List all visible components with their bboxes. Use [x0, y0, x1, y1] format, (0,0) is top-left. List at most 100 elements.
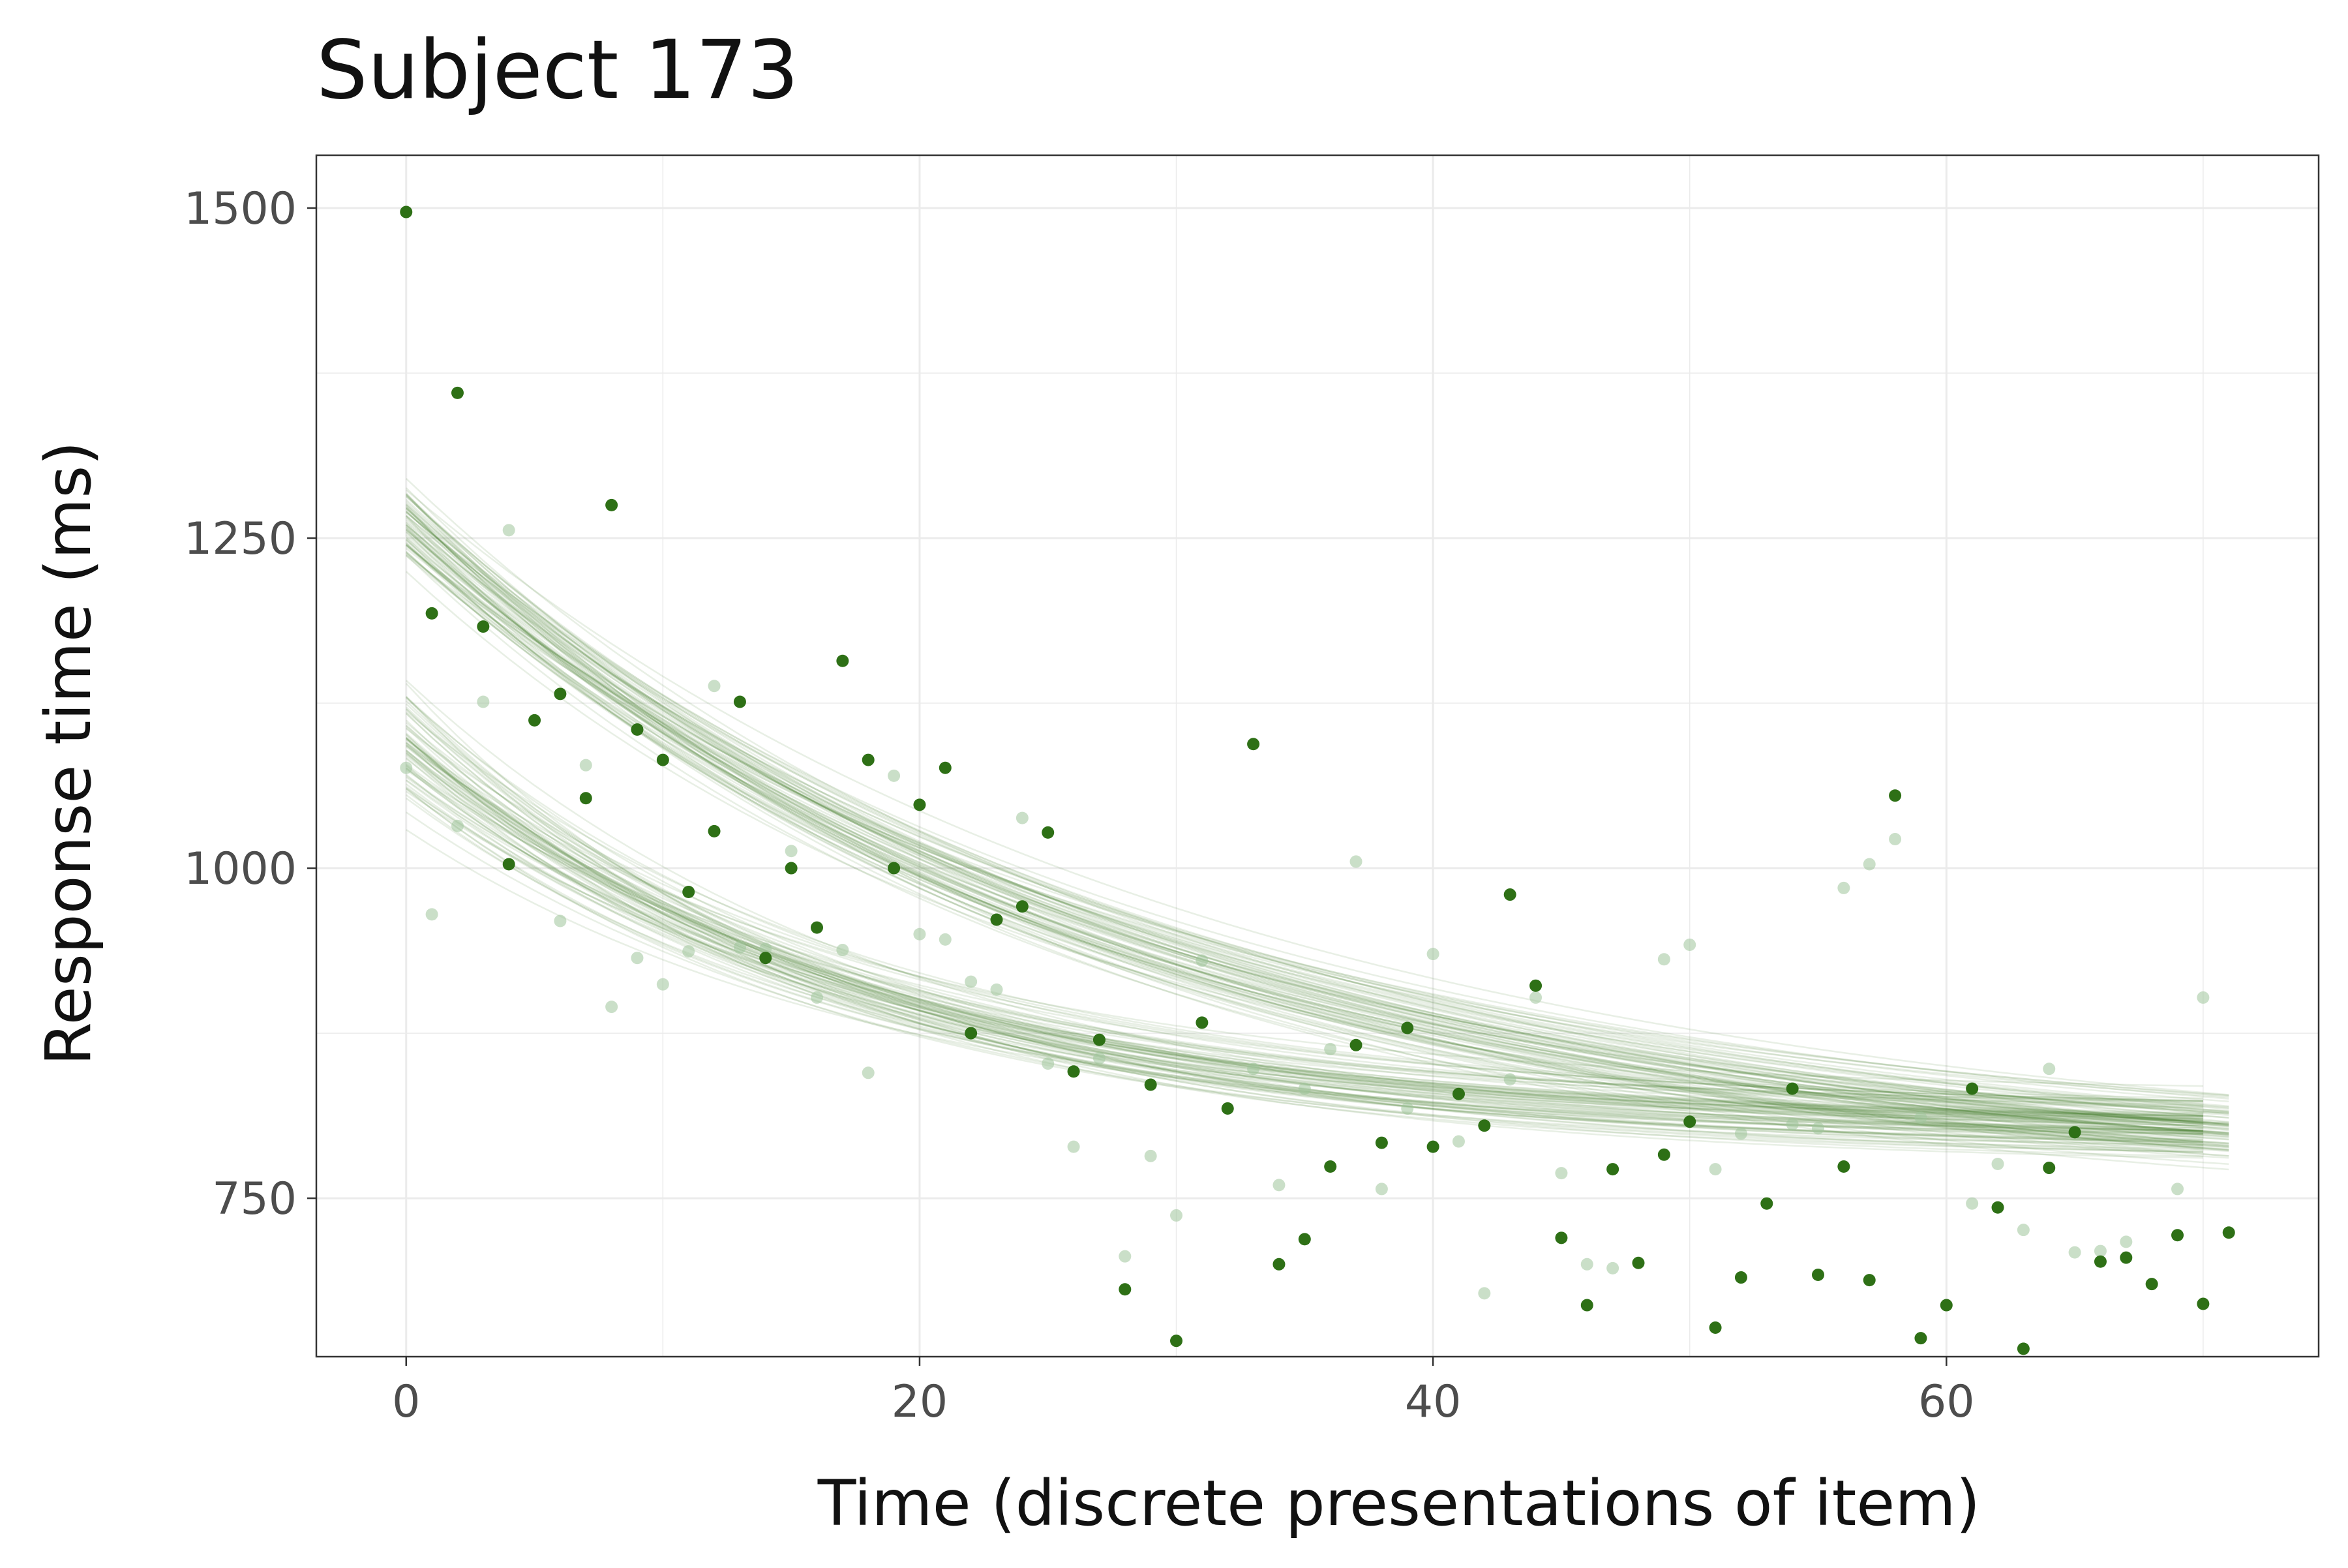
data-point-faded: [965, 975, 978, 988]
data-point: [1221, 1102, 1234, 1115]
data-point: [1092, 1033, 1106, 1046]
data-point: [1375, 1136, 1388, 1149]
data-point: [939, 761, 952, 774]
data-point: [1991, 1201, 2004, 1214]
data-point-faded: [1196, 954, 1209, 967]
fit-curve-upper: [405, 500, 2229, 1127]
fit-curve-lower: [406, 787, 2203, 1146]
data-point: [862, 753, 875, 766]
fit-curve-upper: [405, 511, 2229, 1113]
fit-curve-upper: [405, 542, 2229, 1124]
data-point-faded: [1503, 1073, 1516, 1086]
data-point-faded: [1837, 881, 1850, 894]
data-point: [2171, 1229, 2184, 1242]
data-point: [425, 607, 438, 620]
data-point: [888, 862, 901, 875]
fit-curve-upper: [405, 507, 2229, 1124]
fit-curve-lower: [405, 719, 2203, 1159]
fit-curve-upper: [405, 529, 2229, 1146]
fit-curve-lower: [405, 742, 2203, 1141]
fit-curve-upper: [406, 521, 2229, 1108]
data-point: [1196, 1016, 1209, 1029]
data-point-faded: [2017, 1224, 2030, 1237]
fit-curve-lower: [406, 787, 2203, 1120]
data-point: [965, 1027, 978, 1040]
fit-curve-upper: [405, 530, 2229, 1098]
fit-curve-lower: [406, 738, 2203, 1102]
data-point: [1349, 1038, 1362, 1051]
data-point-faded: [811, 991, 823, 1004]
fit-curve-upper: [405, 528, 2229, 1126]
x-axis-title: Time (discrete presentations of item): [817, 1467, 1981, 1540]
fit-curve-upper: [405, 571, 2229, 1124]
fit-curve-lower: [405, 749, 2203, 1143]
data-point-faded: [1144, 1149, 1157, 1162]
data-point: [1914, 1332, 1927, 1345]
data-point: [1478, 1119, 1491, 1132]
data-point-faded: [913, 927, 926, 941]
data-point-faded: [1349, 855, 1362, 868]
data-point: [733, 695, 746, 708]
data-point: [1324, 1160, 1337, 1173]
fit-curve-upper: [405, 545, 2229, 1132]
data-point: [1016, 900, 1029, 913]
data-point-faded: [1914, 1111, 1927, 1124]
y-tick-label: 750: [212, 1173, 297, 1225]
data-point: [1555, 1231, 1568, 1244]
fit-curve-upper: [406, 554, 2229, 1096]
fit-curve-upper: [405, 544, 2229, 1134]
data-point: [811, 921, 823, 934]
data-point: [1529, 979, 1543, 992]
fit-curve-upper: [406, 545, 2229, 1097]
fit-curve-upper: [405, 511, 2229, 1128]
data-point: [1067, 1065, 1080, 1078]
fit-curve-upper: [406, 544, 2229, 1126]
data-point-faded: [1786, 1118, 1799, 1131]
data-point-faded: [2197, 991, 2210, 1004]
fit-curve-lower: [406, 758, 2203, 1119]
data-point-faded: [579, 759, 592, 772]
data-point: [605, 498, 618, 511]
data-point-faded: [1375, 1183, 1388, 1196]
fit-curve-upper: [405, 493, 2229, 1135]
data-point-faded: [759, 942, 772, 956]
y-axis-title: Response time (ms): [32, 441, 105, 1065]
fit-curve-lower: [405, 738, 2203, 1158]
fit-curve-lower: [406, 750, 2203, 1117]
fit-curve-upper: [405, 543, 2229, 1139]
fit-curve-lower: [406, 744, 2203, 1087]
fit-curve-upper: [405, 534, 2229, 1115]
data-point: [1889, 789, 1902, 802]
fit-curve-upper: [405, 496, 2229, 1136]
data-point-faded: [1863, 858, 1876, 871]
fit-curve-lower: [406, 779, 2203, 1117]
data-point: [2043, 1162, 2056, 1175]
data-point-faded: [1119, 1250, 1132, 1263]
fit-curve-lower: [406, 775, 2203, 1106]
data-point-faded: [451, 819, 464, 832]
data-point-faded: [477, 695, 490, 708]
fit-curve-upper: [405, 524, 2229, 1151]
data-point: [554, 687, 567, 701]
data-point-faded: [1991, 1157, 2004, 1170]
fit-curve-upper: [405, 494, 2229, 1138]
fit-curve-upper: [405, 477, 2229, 1126]
data-point: [2197, 1297, 2210, 1310]
fit-curve-lower: [406, 774, 2203, 1141]
data-point-faded: [1478, 1287, 1491, 1300]
fit-curve-upper: [405, 515, 2229, 1130]
fit-curve-lower: [406, 728, 2203, 1102]
fit-curve-lower: [406, 749, 2203, 1115]
data-point-faded: [1298, 1082, 1311, 1095]
fit-curve-lower: [406, 811, 2203, 1153]
data-point-faded: [1683, 938, 1696, 951]
x-tick-label: 0: [392, 1376, 420, 1428]
data-point-faded: [1426, 948, 1439, 961]
data-point: [1298, 1233, 1311, 1246]
fit-curve-lower: [406, 745, 2203, 1124]
fit-curve-lower: [405, 737, 2203, 1119]
data-point-faded: [656, 978, 669, 991]
data-point: [1606, 1163, 1619, 1176]
